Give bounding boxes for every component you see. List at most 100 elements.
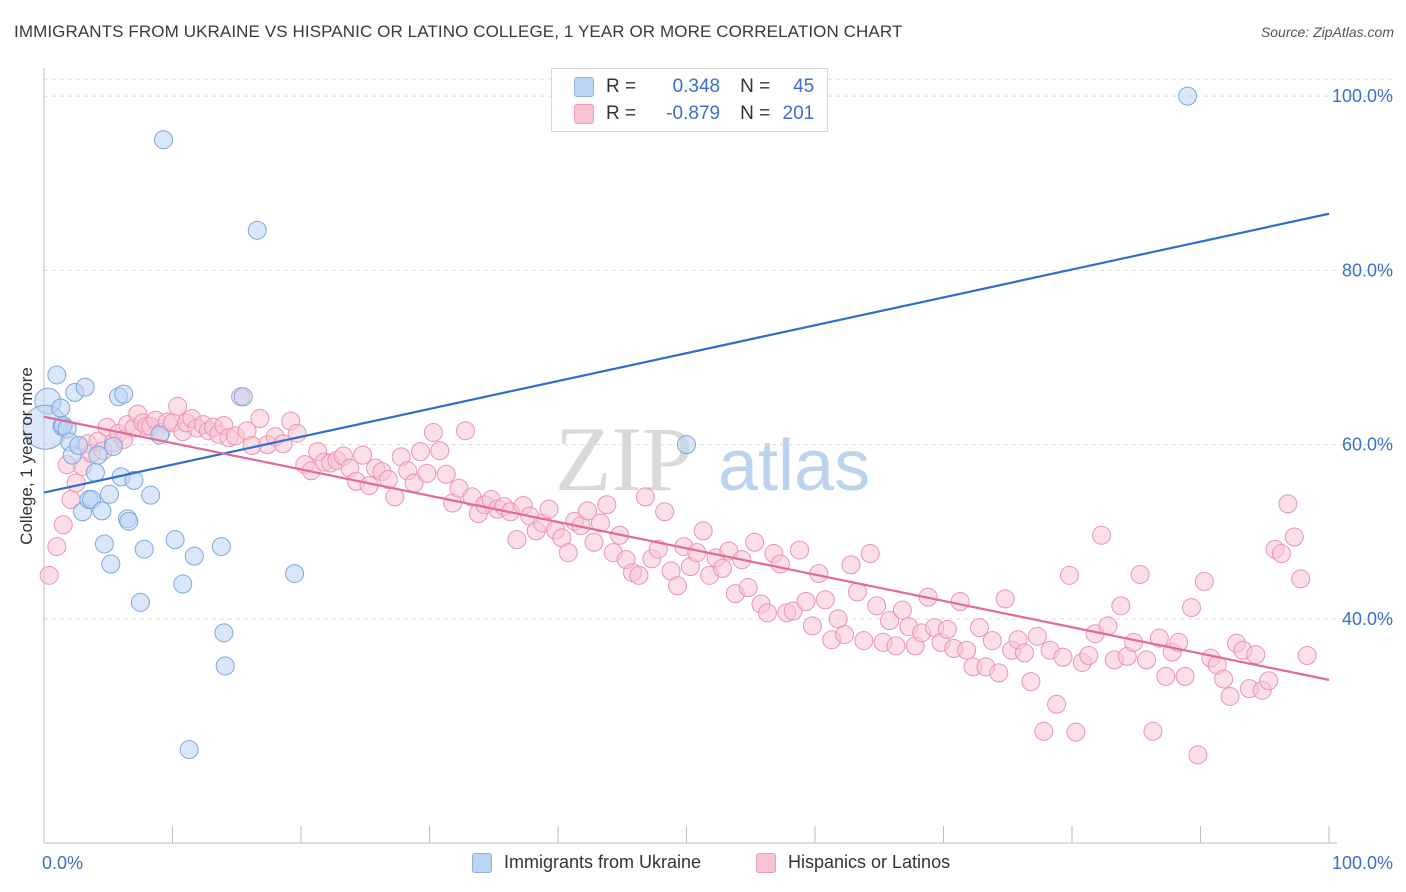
hispanic-point [757, 603, 777, 623]
ukraine-point [233, 387, 253, 407]
y-tick-label: 100.0% [1332, 86, 1393, 106]
ukraine-point [173, 574, 193, 594]
bottom-legend-label-ukraine: Immigrants from Ukraine [504, 852, 702, 872]
legend-r-value: -0.879 [666, 103, 721, 124]
bottom-legend-hispanic: Hispanics or Latinos [756, 852, 950, 873]
hispanic-point [353, 445, 373, 465]
hispanic-point [1079, 645, 1099, 665]
hispanic-point [1130, 564, 1150, 584]
ukraine-point [100, 484, 120, 504]
ukraine-point [165, 530, 185, 550]
hispanic-point [1182, 598, 1202, 618]
hispanic-point [423, 422, 443, 442]
hispanic-point [1259, 671, 1279, 691]
hispanic-point [835, 625, 855, 645]
legend-n-value: 201 [782, 103, 815, 124]
hispanic-point [1156, 666, 1176, 686]
hispanic-point [590, 513, 610, 533]
hispanic-point [1059, 565, 1079, 585]
ukraine-point [211, 537, 231, 557]
legend-r-label: R = [606, 103, 637, 124]
hispanic-point [507, 530, 527, 550]
hispanic-point [989, 663, 1009, 683]
ukraine-point [88, 445, 108, 465]
legend-swatch-ukraine [574, 77, 594, 97]
bottom-legend-swatch-hispanic [756, 852, 776, 873]
legend-swatch-hispanic [574, 104, 594, 124]
hispanic-point [635, 487, 655, 507]
watermark-atlas: atlas [718, 426, 870, 506]
hispanic-point [168, 396, 188, 416]
hispanic-point [1188, 745, 1208, 765]
hispanic-point [539, 499, 559, 519]
hispanic-point [969, 618, 989, 638]
legend-n-label: N = [740, 103, 771, 124]
hispanic-point [1111, 596, 1131, 616]
watermark: ZIP atlas [555, 408, 870, 510]
ukraine-point [154, 130, 174, 150]
trendlines [43, 212, 1330, 681]
legend-row-ukraine: R = 0.348 N = 45 [574, 75, 814, 99]
hispanic-point [411, 442, 431, 462]
hispanic-point [1271, 544, 1291, 564]
ukraine-point [179, 740, 199, 760]
hispanic-point [880, 611, 900, 631]
hispanic-point [1021, 672, 1041, 692]
stats-legend: R = 0.348 N = 45 R = -0.879 N = 201 [551, 68, 828, 132]
hispanic-point [1175, 666, 1195, 686]
hispanic-point [1220, 686, 1240, 706]
ukraine-point [94, 534, 114, 554]
y-tick-label: 60.0% [1342, 435, 1393, 455]
hispanic-point [892, 600, 912, 620]
hispanic-point [1143, 721, 1163, 741]
hispanic-point [1027, 626, 1047, 646]
x-tick-label-left: 0.0% [42, 853, 83, 873]
hispanic-point [1169, 632, 1189, 652]
x-tick-label-right: 100.0% [1332, 853, 1393, 873]
hispanic-point [841, 555, 861, 575]
hispanic-point [796, 591, 816, 611]
ukraine-point [124, 470, 144, 490]
grid [44, 78, 1392, 620]
hispanic-point [1278, 494, 1298, 514]
ukraine-point [85, 463, 105, 483]
hispanic-point [1214, 669, 1234, 689]
ukraine-point [103, 436, 123, 456]
hispanic-point [995, 589, 1015, 609]
hispanic-point [950, 591, 970, 611]
hispanic-point [629, 565, 649, 585]
ukraine-trendline [43, 212, 1330, 494]
hispanic-point [558, 543, 578, 563]
hispanic-point [1034, 721, 1054, 741]
legend-r-value: 0.348 [672, 76, 721, 97]
ukraine-point [184, 546, 204, 566]
hispanic-point [39, 565, 59, 585]
hispanic-point [867, 596, 887, 616]
hispanic-point [378, 469, 398, 489]
hispanic-point [430, 441, 450, 461]
chart-title: IMMIGRANTS FROM UKRAINE VS HISPANIC OR L… [14, 22, 903, 41]
ukraine-point [141, 485, 161, 505]
legend-r-label: R = [606, 76, 637, 97]
hispanic-point [745, 532, 765, 552]
hispanic-point [53, 515, 73, 535]
ukraine-point [677, 435, 696, 455]
hispanic-point [436, 464, 456, 484]
hispanic-point [1124, 632, 1144, 652]
ukraine-point [47, 365, 67, 385]
ukraine-point [75, 377, 95, 397]
ukraine-point [214, 623, 234, 643]
hispanic-point [886, 636, 906, 656]
y-tick-label: 80.0% [1342, 260, 1393, 280]
hispanic-point [584, 532, 604, 552]
hispanic-point [783, 601, 803, 621]
legend-n-value: 45 [793, 76, 815, 97]
hispanic-point [1246, 645, 1266, 665]
hispanic-point [937, 619, 957, 639]
ukraine-point [69, 436, 89, 456]
hispanic-point [47, 537, 67, 557]
hispanic-point [1014, 643, 1034, 663]
hispanic-point [1297, 645, 1317, 665]
hispanic-point [1284, 527, 1304, 547]
